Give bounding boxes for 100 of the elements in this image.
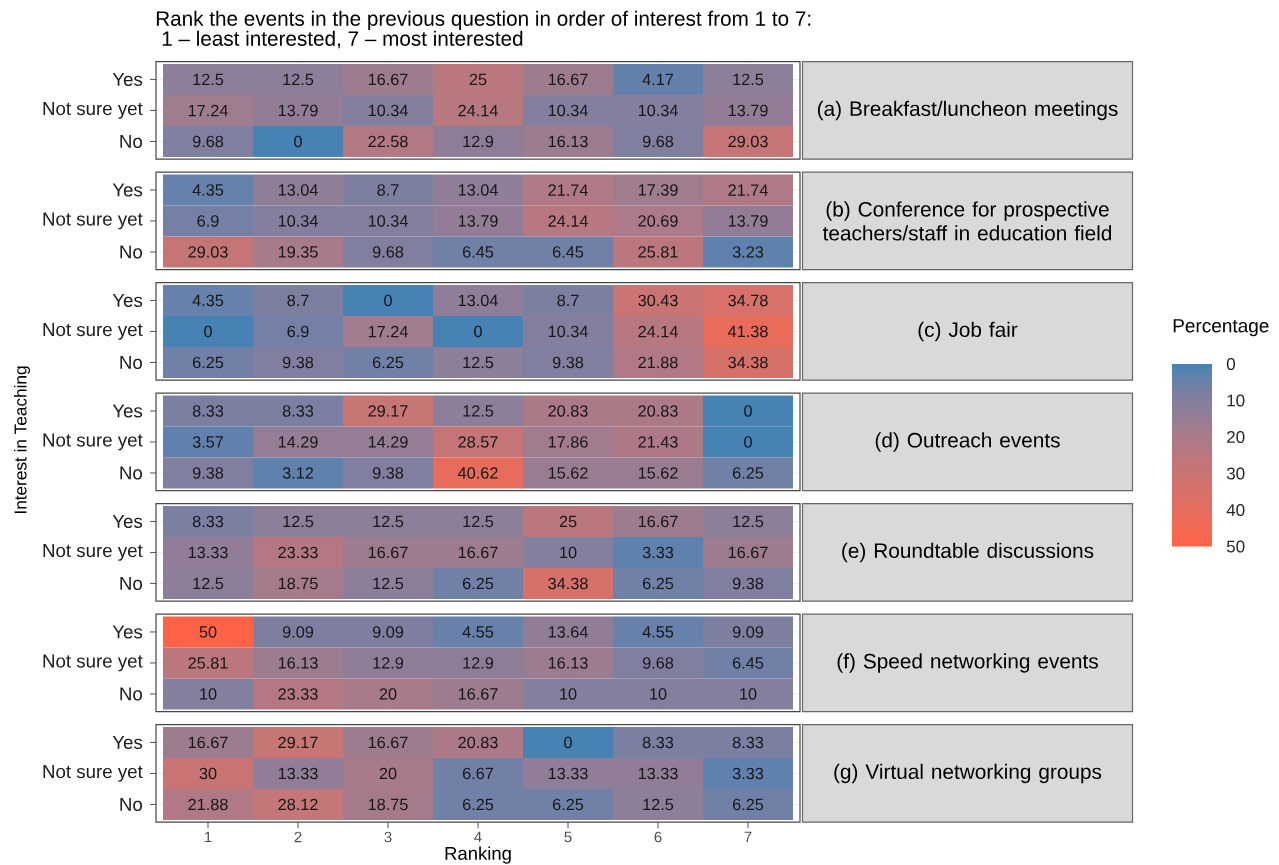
data-label: 12.5 [733, 73, 764, 86]
data-label: 0 [744, 436, 752, 448]
data-label: 12.9 [373, 657, 404, 669]
data-label: 20 [379, 688, 397, 700]
data-label: 6.9 [197, 215, 219, 227]
data-label: 25 [469, 73, 487, 86]
data-label: 8.33 [192, 405, 224, 417]
y-tick-label: Not sure yet [43, 544, 143, 561]
data-label: 8.33 [642, 736, 674, 749]
data-label: 13.04 [458, 184, 498, 196]
data-label: 6.25 [732, 467, 764, 479]
data-label: 4.55 [462, 626, 494, 638]
data-label: 4.55 [642, 626, 674, 638]
y-tick-label: Yes [112, 404, 143, 418]
data-label: 9.38 [372, 467, 404, 479]
data-label: 10 [560, 546, 577, 559]
data-label: 16.67 [728, 546, 768, 559]
data-label: 8.7 [557, 294, 579, 307]
data-label: 16.67 [548, 73, 588, 86]
data-label: 6.45 [462, 246, 494, 258]
y-tick-label: No [120, 687, 143, 701]
data-label: 16.67 [458, 546, 498, 559]
data-label: 16.67 [458, 688, 498, 700]
data-label: 13.33 [278, 767, 318, 780]
data-label: 16.67 [188, 736, 228, 749]
y-tick-label: Yes [112, 183, 143, 197]
data-label: 20.83 [638, 405, 678, 417]
color-bar-label: 20 [1227, 430, 1245, 444]
data-label: 9.68 [642, 657, 674, 669]
y-tick-label: No [120, 355, 143, 369]
data-label: 34.38 [548, 577, 588, 590]
y-tick-label: Not sure yet [43, 102, 143, 119]
data-label: 13.04 [278, 184, 318, 196]
y-tick-label: Yes [112, 72, 143, 86]
x-tick-label: 2 [294, 831, 302, 843]
data-label: 16.67 [368, 73, 408, 86]
data-label: 9.68 [642, 135, 674, 148]
data-label: 29.17 [368, 405, 408, 417]
data-label: 10.34 [548, 104, 588, 117]
text: (g) Virtual networking groups [834, 763, 1102, 784]
data-label: 10.34 [368, 215, 408, 227]
data-label: 0 [744, 405, 752, 417]
text: (e) Roundtable discussions [842, 542, 1094, 563]
color-bar-label: 50 [1226, 540, 1245, 553]
y-tick-label: Yes [112, 514, 143, 528]
data-label: 8.33 [282, 405, 314, 417]
data-label: 34.38 [728, 356, 768, 369]
y-tick-label: Not sure yet [43, 323, 143, 340]
data-label: 30 [199, 767, 217, 780]
data-label: 12.5 [373, 515, 404, 528]
data-label: 3.33 [732, 767, 764, 780]
data-label: 12.9 [463, 657, 494, 669]
data-label: 9.09 [282, 626, 314, 638]
data-label: 16.67 [638, 515, 678, 528]
data-label: 0 [564, 736, 572, 749]
y-tick-label: Not sure yet [43, 212, 143, 230]
text: Rank the events in the previous question in order of interest from 1 to 7: [156, 10, 811, 30]
data-label: 13.04 [458, 294, 498, 307]
data-label: 21.88 [638, 356, 678, 369]
y-tick-label: Yes [112, 625, 143, 639]
data-label: 3.57 [192, 436, 224, 448]
y-tick-label: Not sure yet [43, 654, 143, 672]
y-tick-label: No [120, 576, 143, 590]
color-bar-label: 0 [1226, 357, 1236, 371]
data-label: 24.14 [458, 104, 498, 117]
data-label: 17.24 [368, 325, 408, 338]
data-label: 0 [384, 294, 392, 307]
color-bar-label: 30 [1226, 467, 1245, 480]
data-label: 18.75 [368, 798, 408, 811]
y-tick-label: No [120, 245, 143, 259]
y-tick-label: Yes [112, 293, 143, 307]
x-tick-label: 5 [564, 831, 572, 843]
x-tick-label: 4 [474, 831, 482, 843]
data-label: 8.33 [732, 736, 764, 749]
data-label: 13.79 [458, 215, 498, 227]
y-tick-label: Not sure yet [43, 765, 143, 782]
y-tick-label: No [120, 134, 143, 148]
data-label: 13.33 [548, 767, 588, 780]
data-label: 23.33 [278, 688, 318, 700]
data-label: 3.33 [642, 546, 674, 559]
data-label: 13.33 [638, 767, 678, 780]
data-label: 8.33 [192, 515, 224, 528]
data-label: 9.68 [192, 135, 224, 148]
data-label: 20.83 [458, 736, 498, 749]
data-label: 50 [199, 626, 217, 638]
data-label: 20 [379, 767, 397, 780]
data-label: 6.25 [372, 356, 404, 369]
data-label: 8.7 [287, 294, 309, 307]
data-label: 24.14 [548, 215, 588, 227]
data-label: 10 [740, 688, 757, 700]
data-label: 25 [559, 515, 577, 528]
data-label: 15.62 [638, 467, 678, 479]
data-label: 20.69 [638, 215, 678, 227]
data-label: 6.25 [642, 577, 674, 590]
data-label: 16.67 [368, 736, 408, 749]
data-label: 9.38 [282, 356, 314, 369]
y-axis-title: Interest in Teaching [13, 366, 31, 513]
data-label: 16.13 [548, 135, 588, 148]
data-label: 28.57 [458, 436, 498, 448]
data-label: 29.17 [278, 736, 318, 749]
